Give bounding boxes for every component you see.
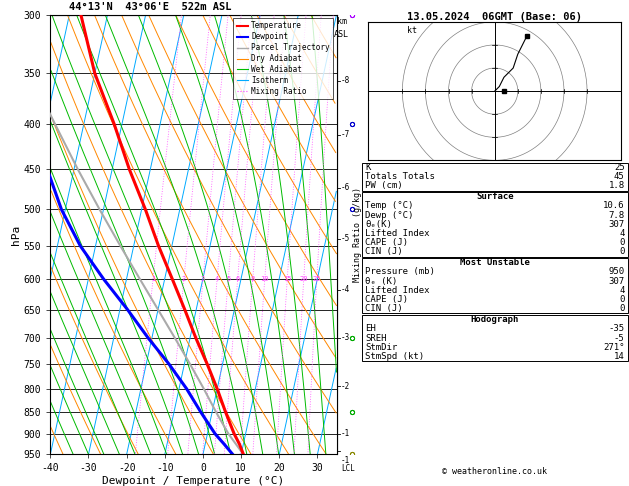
Text: 10: 10: [260, 276, 269, 282]
Text: 25: 25: [313, 276, 321, 282]
Text: CAPE (J): CAPE (J): [365, 295, 408, 304]
Text: -6: -6: [341, 183, 350, 192]
Text: SREH: SREH: [365, 333, 387, 343]
Text: Mixing Ratio (g/kg): Mixing Ratio (g/kg): [353, 187, 362, 282]
Legend: Temperature, Dewpoint, Parcel Trajectory, Dry Adiabat, Wet Adiabat, Isotherm, Mi: Temperature, Dewpoint, Parcel Trajectory…: [233, 18, 333, 99]
Text: -1: -1: [341, 456, 350, 466]
Text: © weatheronline.co.uk: © weatheronline.co.uk: [442, 467, 547, 476]
Text: -4: -4: [341, 285, 350, 294]
Text: LCL: LCL: [341, 465, 355, 473]
Text: 20: 20: [299, 276, 308, 282]
Text: -2: -2: [341, 382, 350, 391]
Text: 14: 14: [614, 352, 625, 361]
Text: 4: 4: [619, 229, 625, 238]
Text: 6: 6: [235, 276, 240, 282]
Text: 0: 0: [619, 238, 625, 247]
Text: ASL: ASL: [334, 30, 349, 39]
Text: EH: EH: [365, 324, 376, 333]
Text: Dewp (°C): Dewp (°C): [365, 210, 414, 220]
Text: 1.8: 1.8: [608, 181, 625, 191]
Text: -35: -35: [608, 324, 625, 333]
Text: CAPE (J): CAPE (J): [365, 238, 408, 247]
Text: -8: -8: [341, 76, 350, 86]
Text: -1: -1: [341, 429, 350, 438]
Text: CIN (J): CIN (J): [365, 247, 403, 257]
Text: -7: -7: [341, 130, 350, 139]
Text: kt: kt: [407, 27, 417, 35]
Text: 15: 15: [283, 276, 291, 282]
Text: 13.05.2024  06GMT (Base: 06): 13.05.2024 06GMT (Base: 06): [407, 12, 582, 22]
Text: StmDir: StmDir: [365, 343, 398, 352]
Text: 10.6: 10.6: [603, 201, 625, 210]
Text: km: km: [337, 17, 347, 26]
Text: CIN (J): CIN (J): [365, 304, 403, 313]
Text: Lifted Index: Lifted Index: [365, 286, 430, 295]
Text: 1: 1: [151, 276, 155, 282]
Text: -3: -3: [341, 333, 350, 342]
Text: 5: 5: [226, 276, 230, 282]
Text: 25: 25: [614, 163, 625, 172]
Text: 0: 0: [619, 295, 625, 304]
Text: PW (cm): PW (cm): [365, 181, 403, 191]
Text: Most Unstable: Most Unstable: [460, 258, 530, 267]
Text: StmSpd (kt): StmSpd (kt): [365, 352, 425, 361]
Text: K: K: [365, 163, 371, 172]
Text: -5: -5: [341, 234, 350, 243]
Text: 45: 45: [614, 172, 625, 181]
Text: θₑ(K): θₑ(K): [365, 220, 392, 229]
Title: 44°13'N  43°06'E  522m ASL: 44°13'N 43°06'E 522m ASL: [69, 2, 231, 13]
Text: Surface: Surface: [476, 192, 513, 201]
Text: 271°: 271°: [603, 343, 625, 352]
Text: θₑ (K): θₑ (K): [365, 277, 398, 286]
Text: Pressure (mb): Pressure (mb): [365, 267, 435, 277]
Text: 4: 4: [619, 286, 625, 295]
Text: Hodograph: Hodograph: [470, 315, 519, 324]
Text: 307: 307: [608, 220, 625, 229]
Text: Temp (°C): Temp (°C): [365, 201, 414, 210]
Text: 0: 0: [619, 304, 625, 313]
Text: 7.8: 7.8: [608, 210, 625, 220]
X-axis label: Dewpoint / Temperature (°C): Dewpoint / Temperature (°C): [103, 476, 284, 486]
Y-axis label: hPa: hPa: [11, 225, 21, 244]
Text: Totals Totals: Totals Totals: [365, 172, 435, 181]
Text: 307: 307: [608, 277, 625, 286]
Text: -5: -5: [614, 333, 625, 343]
Text: 2: 2: [182, 276, 186, 282]
Text: 4: 4: [215, 276, 220, 282]
Text: 3: 3: [201, 276, 205, 282]
Text: 0: 0: [619, 247, 625, 257]
Text: Lifted Index: Lifted Index: [365, 229, 430, 238]
Text: 8: 8: [250, 276, 255, 282]
Text: 950: 950: [608, 267, 625, 277]
